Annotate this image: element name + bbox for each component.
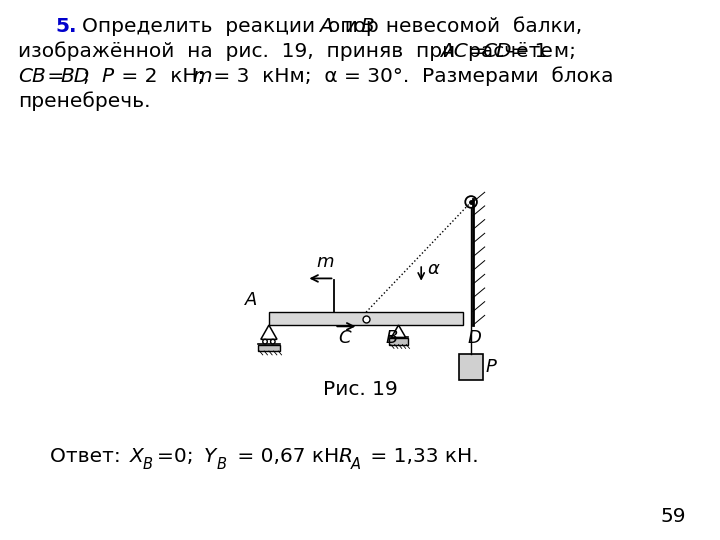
Bar — [390, 338, 408, 345]
Text: C: C — [338, 329, 351, 347]
Text: A: A — [245, 291, 257, 309]
Text: R: R — [338, 447, 352, 466]
Text: = 0,67 кН.: = 0,67 кН. — [231, 447, 352, 466]
Text: 59: 59 — [660, 507, 685, 526]
Text: B: B — [360, 17, 374, 36]
Text: =: = — [463, 42, 492, 61]
Text: = 2  кН;: = 2 кН; — [115, 67, 217, 86]
Bar — [459, 354, 483, 380]
Text: α: α — [427, 260, 439, 278]
Text: = 3  кНм;  α = 30°.  Размерами  блока: = 3 кНм; α = 30°. Размерами блока — [207, 66, 613, 86]
Bar — [269, 312, 464, 325]
Text: m: m — [316, 253, 333, 271]
Text: B: B — [386, 329, 398, 347]
Text: A: A — [351, 457, 361, 472]
Text: AC: AC — [440, 42, 468, 61]
Text: CB: CB — [18, 67, 46, 86]
Text: = 1,33 кН.: = 1,33 кН. — [364, 447, 479, 466]
Text: =0;: =0; — [157, 447, 207, 466]
Polygon shape — [261, 325, 277, 339]
Text: пренебречь.: пренебречь. — [18, 91, 150, 111]
Text: невесомой  балки,: невесомой балки, — [373, 17, 582, 36]
Text: CD: CD — [482, 42, 511, 61]
Text: A: A — [319, 17, 333, 36]
Text: Рис. 19: Рис. 19 — [323, 380, 397, 399]
Text: изображённой  на  рис.  19,  приняв  при  расчёте: изображённой на рис. 19, приняв при расч… — [18, 42, 566, 61]
Text: и: и — [332, 17, 371, 36]
Text: B: B — [217, 457, 227, 472]
Circle shape — [263, 339, 267, 344]
Text: Определить  реакции  опор: Определить реакции опор — [82, 17, 392, 36]
Text: D: D — [467, 329, 481, 347]
Circle shape — [271, 339, 275, 344]
Bar — [258, 345, 279, 351]
Text: Ответ:: Ответ: — [50, 447, 127, 466]
Text: m: m — [192, 67, 212, 86]
Text: =: = — [41, 67, 71, 86]
Text: X: X — [130, 447, 144, 466]
Text: 5.: 5. — [55, 17, 76, 36]
Polygon shape — [392, 325, 405, 338]
Text: ;: ; — [83, 67, 103, 86]
Text: = 1 м;: = 1 м; — [505, 42, 576, 61]
Text: Y: Y — [204, 447, 216, 466]
Text: P: P — [101, 67, 113, 86]
Text: B: B — [143, 457, 153, 472]
Text: BD: BD — [60, 67, 89, 86]
Text: P: P — [486, 358, 497, 376]
